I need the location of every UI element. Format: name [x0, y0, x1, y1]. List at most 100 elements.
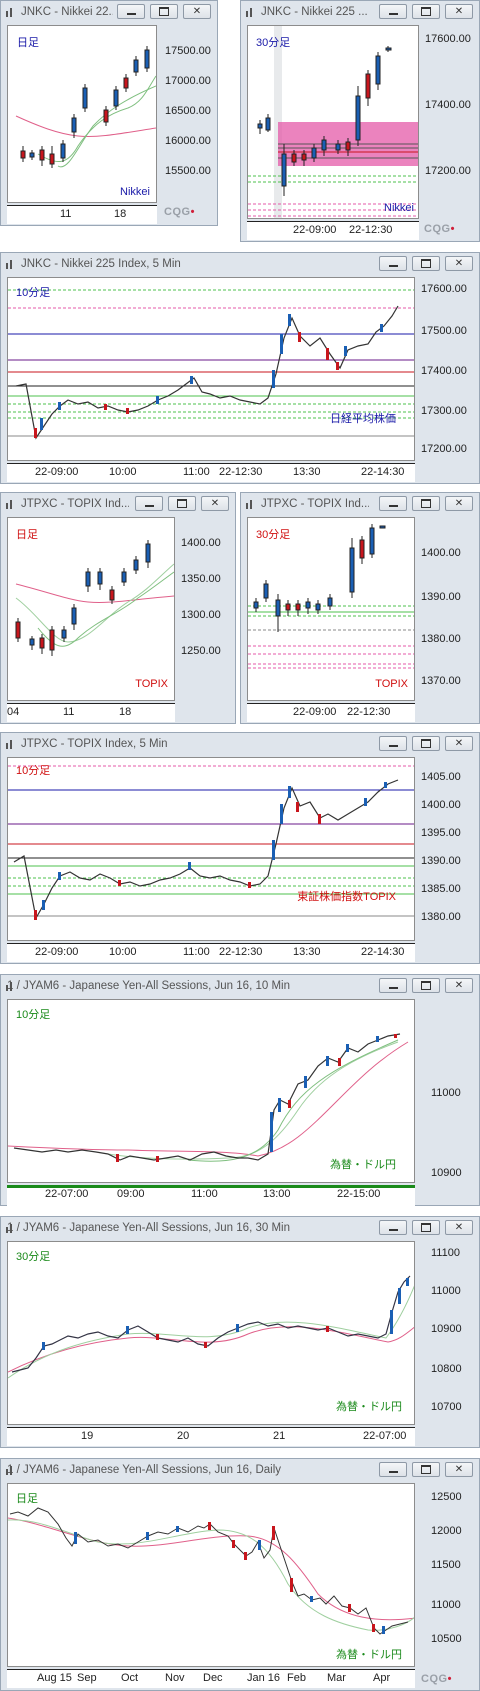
- title-bar[interactable]: 1 / JYAM6 - Japanese Yen-All Sessions, J…: [1, 975, 479, 997]
- y-tick: 17300.00: [421, 405, 467, 417]
- timeframe-label: 10分足: [16, 1009, 51, 1021]
- chart-window-topix-daily[interactable]: JTPXC - TOPIX Ind... 日足 TOPI: [0, 492, 236, 724]
- maximize-icon: [413, 5, 439, 18]
- x-tick: 20: [177, 1430, 190, 1442]
- close-icon: [446, 1221, 472, 1234]
- title-bar[interactable]: JTPXC - TOPIX Index, 5 Min: [1, 733, 479, 755]
- close-button[interactable]: [183, 4, 211, 19]
- chart-icon: [6, 500, 12, 509]
- x-tick: Sep: [77, 1672, 97, 1684]
- maximize-button[interactable]: [412, 496, 440, 511]
- price-chart: [8, 1275, 414, 1379]
- timeframe-label: 30分足: [256, 529, 291, 541]
- chart-plot[interactable]: 30分足 TOPIX: [247, 517, 415, 701]
- chart-plot[interactable]: 10分足 日経平均株価: [7, 277, 415, 461]
- window-title: 1 / JYAM6 - Japanese Yen-All Sessions, J…: [7, 1222, 290, 1234]
- minimize-button[interactable]: [379, 496, 407, 511]
- title-bar[interactable]: JNKC - Nikkei 22...: [1, 1, 217, 23]
- instrument-label: 為替・ドル円: [336, 1401, 402, 1413]
- y-tick: 1400.00: [181, 537, 221, 549]
- chart-window-jpy-10min[interactable]: 1 / JYAM6 - Japanese Yen-All Sessions, J…: [0, 974, 480, 1206]
- maximize-button[interactable]: [168, 496, 196, 511]
- x-tick: 18: [114, 208, 127, 220]
- chart-window-nikkei-5min[interactable]: JNKC - Nikkei 225 Index, 5 Min: [0, 252, 480, 484]
- window-title: 1 / JYAM6 - Japanese Yen-All Sessions, J…: [7, 1464, 282, 1476]
- title-bar[interactable]: JTPXC - TOPIX Ind...: [1, 493, 235, 515]
- instrument-label: Nikkei: [384, 202, 414, 214]
- y-tick: 1390.00: [421, 855, 461, 867]
- maximize-button[interactable]: [412, 256, 440, 271]
- y-tick: 1250.00: [181, 645, 221, 657]
- maximize-button[interactable]: [412, 1462, 440, 1477]
- x-tick: 18: [119, 706, 132, 718]
- title-bar[interactable]: 1 / JYAM6 - Japanese Yen-All Sessions, J…: [1, 1459, 479, 1481]
- chart-plot[interactable]: 日足 為替・ドル円: [7, 1483, 415, 1667]
- window-title: 1 / JYAM6 - Japanese Yen-All Sessions, J…: [7, 980, 290, 992]
- title-bar[interactable]: JTPXC - TOPIX Ind...: [241, 493, 479, 515]
- x-tick: 22-14:30: [361, 466, 405, 478]
- close-button[interactable]: [445, 1462, 473, 1477]
- y-tick: 12500: [431, 1491, 462, 1503]
- cqg-logo: CQG•: [164, 206, 195, 218]
- maximize-button[interactable]: [412, 978, 440, 993]
- close-button[interactable]: [445, 496, 473, 511]
- window-title: JTPXC - TOPIX Ind...: [261, 498, 369, 510]
- maximize-button[interactable]: [412, 736, 440, 751]
- minimize-button[interactable]: [379, 4, 407, 19]
- chart-plot[interactable]: 日足 TOPIX: [7, 517, 175, 701]
- close-icon: [446, 979, 472, 992]
- close-button[interactable]: [445, 256, 473, 271]
- title-bar[interactable]: 1 / JYAM6 - Japanese Yen-All Sessions, J…: [1, 1217, 479, 1239]
- chart-plot[interactable]: 10分足 為替・ドル円: [7, 999, 415, 1183]
- y-tick: 17000.00: [165, 75, 211, 87]
- close-button[interactable]: [445, 4, 473, 19]
- chart-plot[interactable]: 10分足 東証株価指数TOPIX: [7, 757, 415, 941]
- minimize-button[interactable]: [379, 256, 407, 271]
- maximize-button[interactable]: [412, 1220, 440, 1235]
- title-bar[interactable]: JNKC - Nikkei 225 Index, 5 Min: [1, 253, 479, 275]
- maximize-button[interactable]: [150, 4, 178, 19]
- chart-window-nikkei-30min[interactable]: JNKC - Nikkei 225 ...: [240, 0, 480, 242]
- minimize-button[interactable]: [379, 1220, 407, 1235]
- y-tick: 17600.00: [425, 33, 471, 45]
- x-tick: 09:00: [117, 1188, 145, 1200]
- chart-window-jpy-30min[interactable]: 1 / JYAM6 - Japanese Yen-All Sessions, J…: [0, 1216, 480, 1448]
- chart-plot[interactable]: 30分足 Nikkei: [247, 25, 419, 219]
- x-tick: 13:00: [263, 1188, 291, 1200]
- window-title: JTPXC - TOPIX Index, 5 Min: [21, 738, 168, 750]
- price-chart: [248, 26, 418, 218]
- chart-icon: [246, 500, 252, 509]
- chart-window-topix-30min[interactable]: JTPXC - TOPIX Ind...: [240, 492, 480, 724]
- minimize-button[interactable]: [379, 1462, 407, 1477]
- title-bar[interactable]: JNKC - Nikkei 225 ...: [241, 1, 479, 23]
- close-button[interactable]: [445, 978, 473, 993]
- price-chart: [15, 540, 174, 656]
- y-tick: 1395.00: [421, 827, 461, 839]
- close-button[interactable]: [445, 1220, 473, 1235]
- close-button[interactable]: [445, 736, 473, 751]
- y-tick: 17500.00: [421, 325, 467, 337]
- y-axis: 1400.00 1390.00 1380.00 1370.00: [417, 517, 479, 701]
- minimize-button[interactable]: [135, 496, 163, 511]
- minimize-button[interactable]: [379, 736, 407, 751]
- minimize-button[interactable]: [379, 978, 407, 993]
- maximize-icon: [413, 497, 439, 510]
- close-icon: [446, 5, 472, 18]
- x-tick: 10:00: [109, 466, 137, 478]
- x-tick: 22-14:30: [361, 946, 405, 958]
- minimize-button[interactable]: [117, 4, 145, 19]
- chart-window-topix-5min[interactable]: JTPXC - TOPIX Index, 5 Min: [0, 732, 480, 964]
- y-tick: 1380.00: [421, 911, 461, 923]
- chart-window-nikkei-daily[interactable]: JNKC - Nikkei 22... 日足 Nikke: [0, 0, 218, 226]
- x-axis: 22-09:00 22-12:30: [247, 221, 419, 240]
- close-icon: [446, 497, 472, 510]
- maximize-icon: [413, 1221, 439, 1234]
- x-tick: 22-12:30: [219, 466, 263, 478]
- maximize-button[interactable]: [412, 4, 440, 19]
- close-button[interactable]: [201, 496, 229, 511]
- chart-window-jpy-daily[interactable]: 1 / JYAM6 - Japanese Yen-All Sessions, J…: [0, 1458, 480, 1691]
- timeframe-label: 30分足: [256, 37, 291, 49]
- chart-plot[interactable]: 30分足 為替・ドル円: [7, 1241, 415, 1425]
- chart-plot[interactable]: 日足 Nikkei: [7, 25, 157, 203]
- chart-icon: [6, 1224, 12, 1233]
